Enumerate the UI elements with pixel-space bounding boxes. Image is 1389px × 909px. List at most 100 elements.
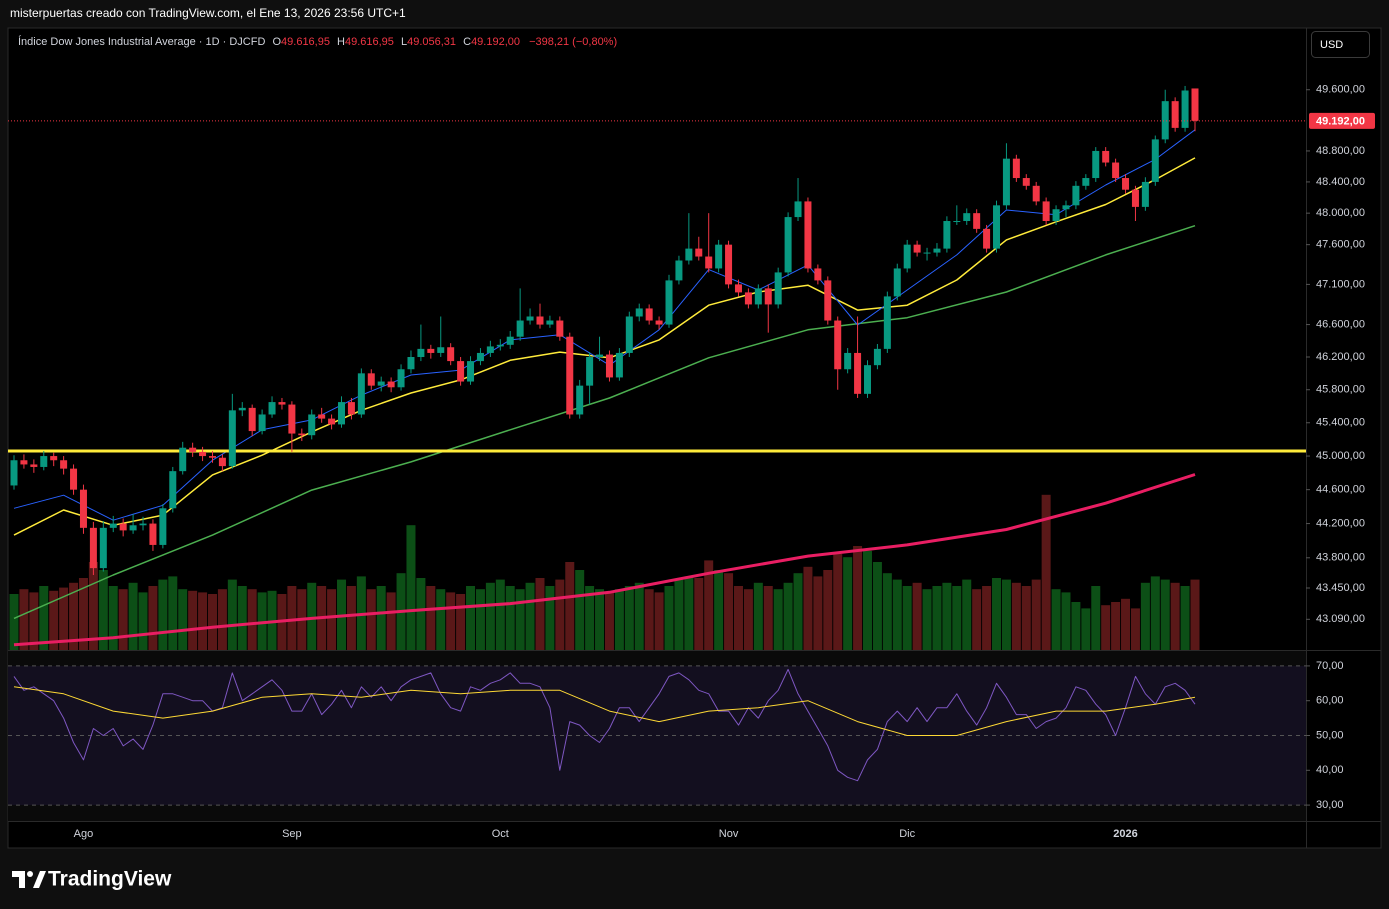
- volume-bar: [783, 582, 793, 650]
- volume-bar: [823, 570, 833, 650]
- volume-bar: [555, 579, 565, 650]
- candle-body: [903, 244, 911, 269]
- volume-bar: [376, 586, 386, 650]
- volume-bar: [644, 589, 654, 650]
- ohlc-key: H: [337, 36, 345, 48]
- legend-line: Índice Dow Jones Industrial Average · 1D…: [18, 35, 617, 48]
- candle-body: [30, 464, 38, 467]
- candle-body: [586, 357, 594, 386]
- volume-bar: [257, 592, 267, 650]
- x-tick-label: Nov: [719, 828, 739, 840]
- candle-body: [883, 296, 891, 349]
- currency-label[interactable]: USD: [1320, 39, 1343, 51]
- candle-body: [1122, 178, 1130, 190]
- candle-body: [953, 221, 961, 223]
- x-tick-label: 2026: [1113, 828, 1137, 840]
- volume-bar: [803, 566, 813, 650]
- attribution: misterpuertas creado con TradingView.com…: [10, 6, 406, 20]
- volume-bar: [733, 586, 743, 650]
- candle-body: [397, 369, 405, 388]
- currency-button[interactable]: [1311, 31, 1370, 58]
- candle-body: [983, 228, 991, 249]
- change: −398,21 (−0,80%): [529, 36, 617, 48]
- last-price-tag: [1309, 112, 1375, 129]
- candle-body: [457, 361, 465, 382]
- candle-body: [387, 381, 395, 388]
- volume-bar: [614, 589, 624, 650]
- volume-bar: [1170, 582, 1180, 650]
- candle-body: [367, 373, 375, 386]
- volume-bar: [932, 586, 942, 650]
- volume-bar: [19, 589, 29, 650]
- y-tick-label: 47.100,00: [1316, 278, 1365, 290]
- volume-bar: [1180, 586, 1190, 650]
- y-tick-label: 48.400,00: [1316, 176, 1365, 188]
- candle-body: [377, 381, 385, 386]
- candle-body: [238, 407, 246, 411]
- volume-bar: [952, 586, 962, 650]
- volume-bar: [88, 562, 98, 650]
- volume-bar: [426, 586, 436, 650]
- candle-body: [10, 460, 18, 486]
- candle-body: [1161, 101, 1169, 140]
- candle-body: [655, 320, 663, 325]
- candle-body: [1102, 150, 1110, 163]
- volume-bar: [118, 589, 128, 650]
- volume-bar: [475, 589, 485, 650]
- candle-body: [913, 244, 921, 253]
- volume-bar: [505, 586, 515, 650]
- candle-body: [635, 308, 643, 317]
- volume-bar: [763, 586, 773, 650]
- candle-body: [1171, 101, 1179, 128]
- candle-body: [754, 288, 762, 305]
- volume-bar: [138, 592, 148, 650]
- candle-body: [308, 414, 316, 436]
- candle-body: [189, 447, 197, 452]
- candle-body: [1181, 90, 1189, 128]
- volume-bar: [595, 589, 605, 650]
- candle-body: [963, 213, 971, 222]
- volume-bar: [853, 546, 863, 650]
- ohlc-value: 49.056,31: [407, 36, 456, 48]
- candle-body: [89, 527, 97, 569]
- candle-body: [1052, 209, 1060, 222]
- volume-bar: [1031, 579, 1041, 650]
- volume-bar: [982, 586, 992, 650]
- volume-bar: [108, 586, 118, 650]
- y-tick-label: 47.600,00: [1316, 239, 1365, 251]
- candle-body: [427, 348, 435, 353]
- volume-bar: [753, 582, 763, 650]
- y-tick-label: 45.800,00: [1316, 384, 1365, 396]
- volume-bar: [565, 562, 575, 650]
- last-price-label: 49.192,00: [1316, 116, 1365, 128]
- candle-body: [318, 414, 326, 419]
- candle-body: [744, 292, 752, 305]
- volume-bar: [902, 586, 912, 650]
- candle-body: [1072, 185, 1080, 206]
- candle-body: [784, 217, 792, 273]
- candle-body: [298, 433, 306, 436]
- volume-bar: [1121, 598, 1131, 650]
- ohlc-key: O: [272, 36, 281, 48]
- candle-body: [556, 320, 564, 337]
- candle-body: [774, 272, 782, 305]
- y-tick-label: 70,00: [1316, 660, 1344, 672]
- candle-body: [119, 523, 127, 531]
- candle-body: [1042, 201, 1050, 222]
- volume-bar: [446, 592, 456, 650]
- volume-bar: [78, 578, 88, 650]
- candle-body: [933, 248, 941, 253]
- candle-body: [288, 404, 296, 434]
- candle-body: [278, 402, 286, 405]
- volume-bar: [1160, 579, 1170, 650]
- volume-bar: [942, 582, 952, 650]
- candle-body: [893, 268, 901, 297]
- volume-bar: [366, 589, 376, 650]
- candle-body: [854, 352, 862, 394]
- y-tick-label: 45.000,00: [1316, 450, 1365, 462]
- volume-bar: [1051, 589, 1061, 650]
- candle-body: [834, 320, 842, 370]
- volume-bar: [485, 582, 495, 650]
- volume-bar: [168, 576, 178, 650]
- candle-body: [1082, 178, 1090, 186]
